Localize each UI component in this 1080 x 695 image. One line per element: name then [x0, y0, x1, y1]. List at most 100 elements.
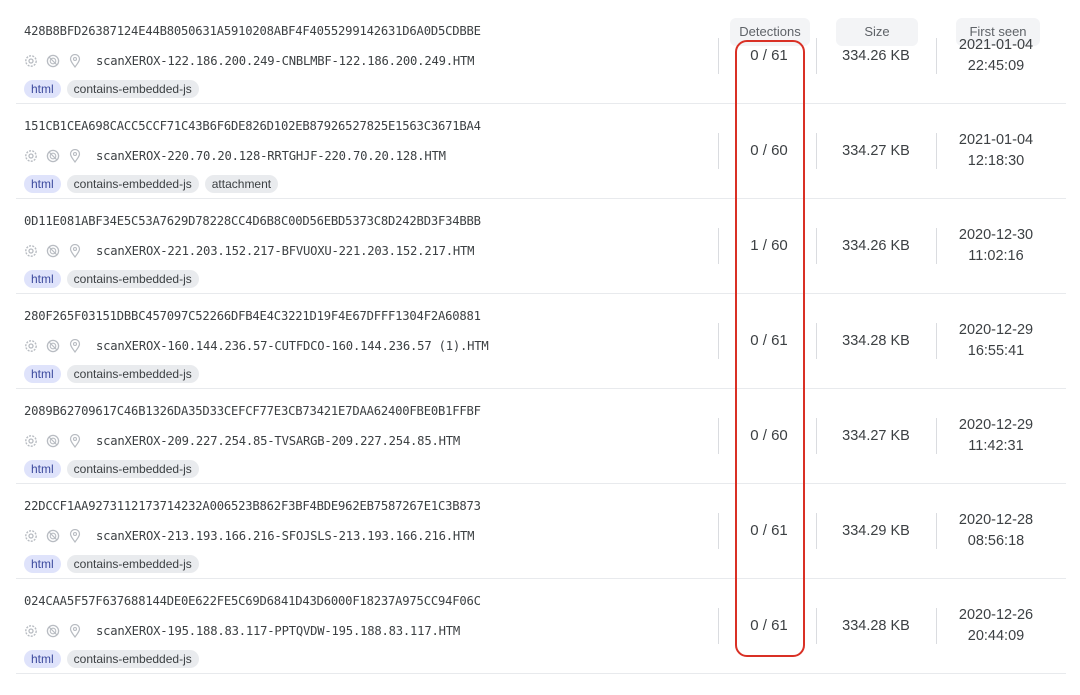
column-divider [816, 323, 817, 359]
tag-badge[interactable]: html [24, 270, 61, 288]
file-size: 334.27 KB [842, 142, 910, 159]
file-name: scanXEROX-160.144.236.57-CUTFDCO-160.144… [96, 339, 489, 353]
no-entry-icon[interactable] [46, 54, 60, 68]
detections-ratio[interactable]: 0 / 61 [750, 617, 788, 634]
file-hash-link[interactable]: 428B8BFD26387124E44B8050631A5910208ABF4F… [24, 24, 481, 38]
location-pin-icon[interactable] [68, 339, 82, 353]
first-seen-date: 2021-01-04 22:45:09 [936, 8, 1056, 103]
column-divider [936, 513, 937, 549]
first-seen-date: 2020-12-28 08:56:18 [936, 483, 1056, 578]
no-entry-icon[interactable] [46, 434, 60, 448]
tag-badge[interactable]: html [24, 460, 61, 478]
tag-badge[interactable]: contains-embedded-js [66, 650, 199, 668]
first-seen-date: 2021-01-04 12:18:30 [936, 103, 1056, 198]
file-hash-link[interactable]: 0D11E081ABF34E5C53A7629D78228CC4D6B8C00D… [24, 214, 481, 228]
first-seen-day: 2020-12-29 [958, 321, 1034, 338]
tag-badge[interactable]: contains-embedded-js [66, 460, 199, 478]
column-divider [816, 513, 817, 549]
file-name: scanXEROX-220.70.20.128-RRTGHJF-220.70.2… [96, 149, 446, 163]
file-size: 334.26 KB [842, 237, 910, 254]
detections-ratio[interactable]: 0 / 61 [750, 332, 788, 349]
settings-gear-icon[interactable] [24, 624, 38, 638]
column-divider [936, 38, 937, 74]
table-row[interactable]: 151CB1CEA698CACC5CCF71C43B6F6DE826D102EB… [16, 103, 1066, 199]
location-pin-icon[interactable] [68, 149, 82, 163]
location-pin-icon[interactable] [68, 529, 82, 543]
location-pin-icon[interactable] [68, 54, 82, 68]
table-row[interactable]: 22DCCF1AA9273112173714232A006523B862F3BF… [16, 483, 1066, 579]
tag-badge[interactable]: html [24, 555, 61, 573]
no-entry-icon[interactable] [46, 149, 60, 163]
column-divider [718, 38, 719, 74]
settings-gear-icon[interactable] [24, 149, 38, 163]
table-row[interactable]: 2089B62709617C46B1326DA35D33CEFCF77E3CB7… [16, 388, 1066, 484]
first-seen-column-header[interactable]: First seen [956, 18, 1040, 46]
detections-ratio[interactable]: 0 / 61 [750, 47, 788, 64]
detections-ratio[interactable]: 0 / 60 [750, 142, 788, 159]
first-seen-day: 2021-01-04 [958, 36, 1034, 53]
tag-badge[interactable]: contains-embedded-js [66, 80, 199, 98]
no-entry-icon[interactable] [46, 529, 60, 543]
detections-ratio[interactable]: 0 / 61 [750, 522, 788, 539]
detections-ratio[interactable]: 0 / 60 [750, 427, 788, 444]
first-seen-time: 11:02:16 [968, 247, 1024, 264]
file-hash-link[interactable]: 22DCCF1AA9273112173714232A006523B862F3BF… [24, 499, 481, 513]
tag-list: html contains-embedded-js [24, 365, 199, 383]
file-name-line: scanXEROX-213.193.166.216-SFOJSLS-213.19… [24, 527, 474, 545]
tag-badge[interactable]: html [24, 365, 61, 383]
first-seen-time: 12:18:30 [967, 152, 1025, 169]
file-hash-link[interactable]: 280F265F03151DBBC457097C52266DFB4E4C3221… [24, 309, 481, 323]
tag-badge[interactable]: contains-embedded-js [66, 365, 199, 383]
column-divider [816, 228, 817, 264]
settings-gear-icon[interactable] [24, 54, 38, 68]
no-entry-icon[interactable] [46, 624, 60, 638]
table-row[interactable]: 0D11E081ABF34E5C53A7629D78228CC4D6B8C00D… [16, 198, 1066, 294]
tag-badge[interactable]: contains-embedded-js [66, 555, 199, 573]
column-divider [718, 133, 719, 169]
table-header: Detections Size First seen [16, 18, 1066, 48]
no-entry-icon[interactable] [46, 339, 60, 353]
table-row[interactable]: 428B8BFD26387124E44B8050631A5910208ABF4F… [16, 8, 1066, 104]
table-row[interactable]: 024CAA5F57F637688144DE0E622FE5C69D6841D4… [16, 578, 1066, 674]
first-seen-time: 16:55:41 [967, 342, 1025, 359]
file-name-line: scanXEROX-195.188.83.117-PPTQVDW-195.188… [24, 622, 460, 640]
tag-badge[interactable]: attachment [204, 175, 279, 193]
detections-ratio[interactable]: 1 / 60 [750, 237, 788, 254]
no-entry-icon[interactable] [46, 244, 60, 258]
tag-badge[interactable]: html [24, 650, 61, 668]
column-divider [718, 323, 719, 359]
first-seen-day: 2020-12-30 [958, 226, 1034, 243]
column-divider [816, 38, 817, 74]
column-divider [718, 513, 719, 549]
settings-gear-icon[interactable] [24, 529, 38, 543]
tag-badge[interactable]: html [24, 175, 61, 193]
first-seen-time: 08:56:18 [967, 532, 1025, 549]
file-hash-link[interactable]: 2089B62709617C46B1326DA35D33CEFCF77E3CB7… [24, 404, 481, 418]
file-hash-link[interactable]: 024CAA5F57F637688144DE0E622FE5C69D6841D4… [24, 594, 481, 608]
location-pin-icon[interactable] [68, 244, 82, 258]
first-seen-date: 2020-12-29 11:42:31 [936, 388, 1056, 483]
column-divider [936, 228, 937, 264]
location-pin-icon[interactable] [68, 434, 82, 448]
file-name-line: scanXEROX-221.203.152.217-BFVUOXU-221.20… [24, 242, 474, 260]
first-seen-date: 2020-12-30 11:02:16 [936, 198, 1056, 293]
first-seen-day: 2021-01-04 [958, 131, 1034, 148]
settings-gear-icon[interactable] [24, 434, 38, 448]
column-divider [718, 608, 719, 644]
size-column-header[interactable]: Size [836, 18, 918, 46]
location-pin-icon[interactable] [68, 624, 82, 638]
settings-gear-icon[interactable] [24, 244, 38, 258]
file-size: 334.29 KB [842, 522, 910, 539]
tag-badge[interactable]: contains-embedded-js [66, 270, 199, 288]
tag-list: html contains-embedded-js [24, 80, 199, 98]
tag-badge[interactable]: html [24, 80, 61, 98]
file-hash-link[interactable]: 151CB1CEA698CACC5CCF71C43B6F6DE826D102EB… [24, 119, 481, 133]
tag-badge[interactable]: contains-embedded-js [66, 175, 199, 193]
table-row[interactable]: 280F265F03151DBBC457097C52266DFB4E4C3221… [16, 293, 1066, 389]
file-name-line: scanXEROX-160.144.236.57-CUTFDCO-160.144… [24, 337, 489, 355]
column-divider [936, 323, 937, 359]
settings-gear-icon[interactable] [24, 339, 38, 353]
file-name-line: scanXEROX-122.186.200.249-CNBLMBF-122.18… [24, 52, 474, 70]
tag-list: html contains-embedded-js [24, 650, 199, 668]
first-seen-day: 2020-12-28 [958, 511, 1034, 528]
